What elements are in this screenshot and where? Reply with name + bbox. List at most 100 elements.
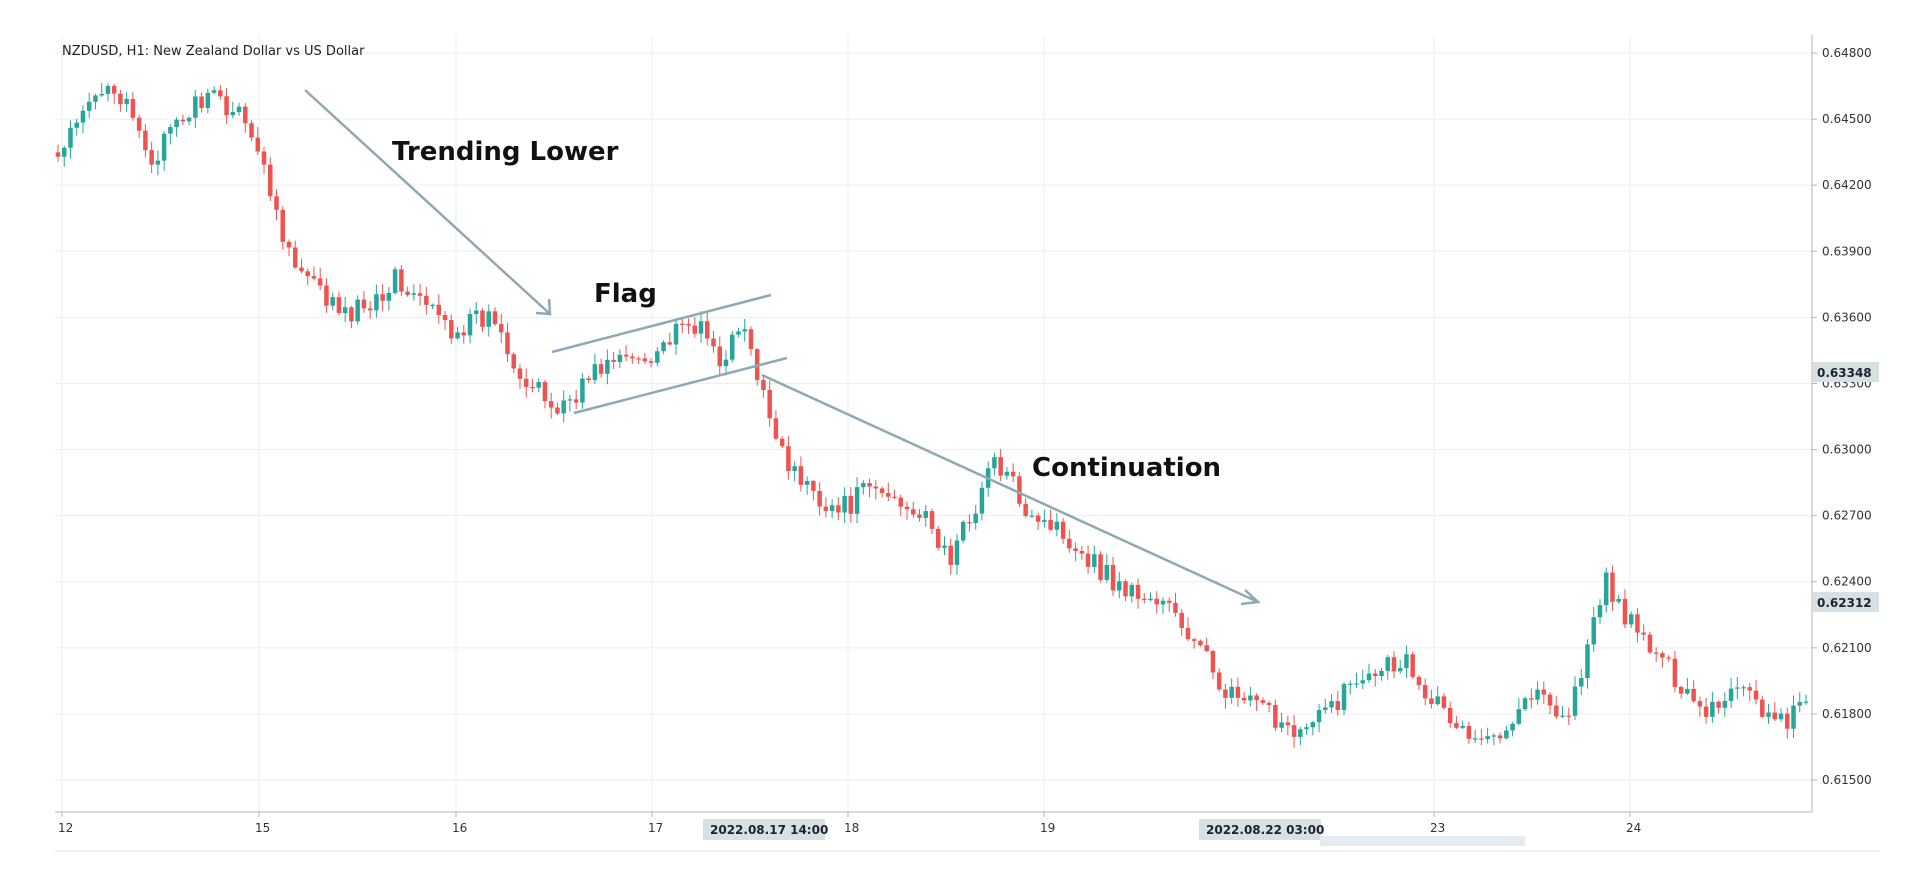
candle-down	[879, 488, 885, 494]
candle-down	[1479, 738, 1484, 740]
candle-up	[186, 117, 192, 122]
candle-up	[1591, 617, 1596, 645]
candle-down	[623, 354, 629, 357]
candle-up	[1117, 581, 1122, 591]
candle-down	[1785, 713, 1790, 729]
candle-up	[1803, 701, 1809, 703]
candle-up	[168, 127, 173, 134]
candle-down	[773, 418, 779, 439]
continuation-arrow	[761, 373, 1261, 606]
candle-down	[598, 364, 604, 374]
candle-down	[667, 342, 673, 345]
candle-up	[1585, 644, 1590, 679]
candle-down	[648, 361, 654, 363]
candle-down	[1691, 688, 1696, 702]
candle-down	[1285, 722, 1291, 726]
candle-up	[430, 304, 435, 306]
candle-down	[717, 346, 722, 367]
svg-text:0.63348: 0.63348	[1817, 366, 1872, 380]
candle-down	[199, 96, 204, 109]
candle-down	[798, 466, 804, 485]
candle-down	[1672, 658, 1678, 687]
time-tick-label: 15	[255, 821, 270, 835]
candle-up	[1485, 736, 1490, 740]
candle-down	[748, 329, 754, 350]
candle-down	[630, 356, 635, 359]
candle-down	[280, 209, 285, 242]
candle-down	[523, 378, 529, 387]
candle-up	[561, 400, 566, 414]
candle-up	[829, 505, 835, 512]
candle-down	[442, 314, 448, 321]
candle-down	[1697, 701, 1703, 707]
candle-down	[1266, 702, 1272, 706]
candle-down	[636, 358, 641, 360]
candle-up	[742, 329, 747, 332]
candle-down	[1447, 707, 1453, 724]
candle-down	[480, 310, 485, 327]
candle-up	[698, 321, 704, 334]
candle-down	[492, 311, 498, 325]
candle-up	[960, 522, 966, 541]
candle-up	[1248, 695, 1253, 701]
trending-lower-arrow	[304, 89, 552, 316]
price-tick-label: 0.62400	[1822, 575, 1872, 589]
candle-down	[274, 196, 279, 210]
candle-up	[1722, 700, 1728, 708]
candle-down	[692, 325, 698, 334]
flag-channel	[551, 293, 788, 415]
candle-down	[349, 307, 354, 322]
time-axis[interactable]: 12 15 16 17 18 19 23 24	[58, 812, 1641, 835]
candle-up	[979, 487, 985, 514]
candle-down	[361, 299, 367, 309]
candle-up	[617, 354, 623, 362]
candle-down	[1416, 676, 1422, 686]
candle-down	[1410, 654, 1415, 677]
candle-up	[1491, 735, 1497, 737]
candle-up	[923, 511, 929, 518]
candle-down	[336, 297, 342, 314]
candle-down	[1635, 614, 1640, 633]
time-tick-label: 23	[1430, 821, 1445, 835]
candle-down	[1497, 735, 1503, 739]
candle-up	[861, 483, 866, 488]
candle-down	[1372, 673, 1378, 677]
candle-up	[68, 127, 73, 148]
price-tick-label: 0.64200	[1822, 178, 1872, 192]
candle-down	[367, 308, 373, 311]
candle-up	[1628, 614, 1634, 625]
candle-down	[1541, 689, 1547, 695]
candle-up	[973, 513, 978, 524]
candle-down	[1641, 632, 1646, 635]
price-tick-label: 0.63900	[1822, 244, 1872, 258]
candle-down	[1653, 652, 1659, 654]
candle-up	[1522, 698, 1528, 710]
candle-down	[1254, 695, 1259, 701]
candle-up	[1366, 673, 1372, 681]
candle-up	[174, 119, 179, 128]
candle-up	[605, 359, 610, 374]
price-axis[interactable]: 0.64800 0.64500 0.64200 0.63900 0.63600 0.633…	[1812, 46, 1872, 787]
candle-down	[1391, 657, 1397, 672]
grid	[55, 35, 1812, 812]
candle-down	[1035, 515, 1041, 522]
candle-down	[1466, 725, 1472, 739]
candle-down	[817, 490, 822, 507]
candle-up	[1710, 701, 1715, 717]
candle-down	[149, 150, 154, 165]
candle-up	[1616, 598, 1621, 602]
candle-up	[80, 110, 86, 123]
candle-up	[1510, 723, 1515, 731]
candle-up	[1797, 701, 1803, 706]
candle-down	[1260, 700, 1266, 703]
candle-up	[93, 95, 98, 102]
candle-down	[836, 505, 841, 513]
candle-down	[873, 486, 879, 489]
candle-down	[1772, 712, 1778, 720]
time-tick-label: 17	[648, 821, 663, 835]
candle-up	[1397, 668, 1403, 672]
candle-up	[161, 133, 167, 161]
candle-down	[1441, 696, 1447, 708]
price-tick-label: 0.61500	[1822, 773, 1872, 787]
